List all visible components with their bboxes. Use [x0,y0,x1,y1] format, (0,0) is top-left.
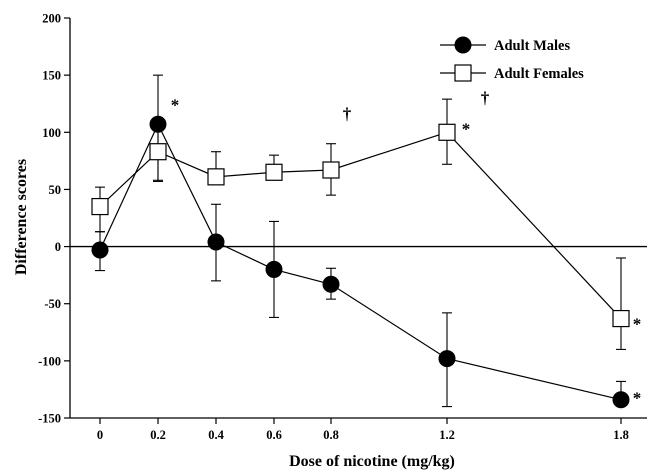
y-tick-label: -150 [38,412,61,426]
data-point [612,391,630,409]
y-tick-label: 50 [49,183,62,197]
data-point [322,161,340,179]
legend-label: Adult Males [494,38,570,54]
y-tick-label: -50 [44,297,61,311]
significance-marker: * [633,389,642,408]
legend-marker [454,64,472,82]
x-tick-label: 0.4 [208,428,224,442]
data-point [265,260,283,278]
annotations-layer: * † * † * * [171,88,642,407]
data-point [438,123,456,141]
data-point [207,233,225,251]
data-point [207,168,225,186]
series-line [99,122,622,401]
y-tick-label: -100 [38,354,61,368]
x-tick-label: 0.2 [150,428,166,442]
data-point [91,197,109,216]
data-point [149,143,167,161]
legend: Adult Males Adult Females [440,36,584,82]
y-tick-label: 100 [42,126,61,140]
data-point [612,309,630,328]
significance-marker: * [171,95,180,114]
data-point [438,350,456,368]
x-tick-label: 0.8 [323,428,339,442]
legend-marker [454,36,472,54]
significance-marker: * [462,119,471,138]
significance-marker: † [481,88,490,107]
axes: -150 -100 -50 0 50 100 150 200 0 0.2 0.4 0.6 0.8 1.2 1… [38,12,647,442]
data-point [322,275,340,293]
legend-label: Adult Females [494,66,584,82]
x-axis-title: Dose of nicotine (mg/kg) [289,453,455,470]
series-layer [91,74,630,409]
y-tick-label: 0 [55,240,61,254]
series-adult-females [91,98,630,350]
y-tick-label: 150 [42,69,61,83]
data-point [265,163,283,181]
significance-marker: † [343,105,352,124]
significance-marker: * [633,315,642,334]
x-tick-label: 1.8 [613,428,629,442]
data-point [91,241,109,259]
legend-item: Adult Males [440,36,570,54]
y-tick-label: 200 [42,12,61,26]
y-axis-title: Difference scores [13,159,30,275]
x-tick-label: 1.2 [439,428,455,442]
x-tick-label: 0 [97,428,103,442]
x-tick-label: 0.6 [266,428,282,442]
legend-item: Adult Females [440,64,584,82]
series-line [99,131,622,319]
series-adult-males [91,74,630,409]
